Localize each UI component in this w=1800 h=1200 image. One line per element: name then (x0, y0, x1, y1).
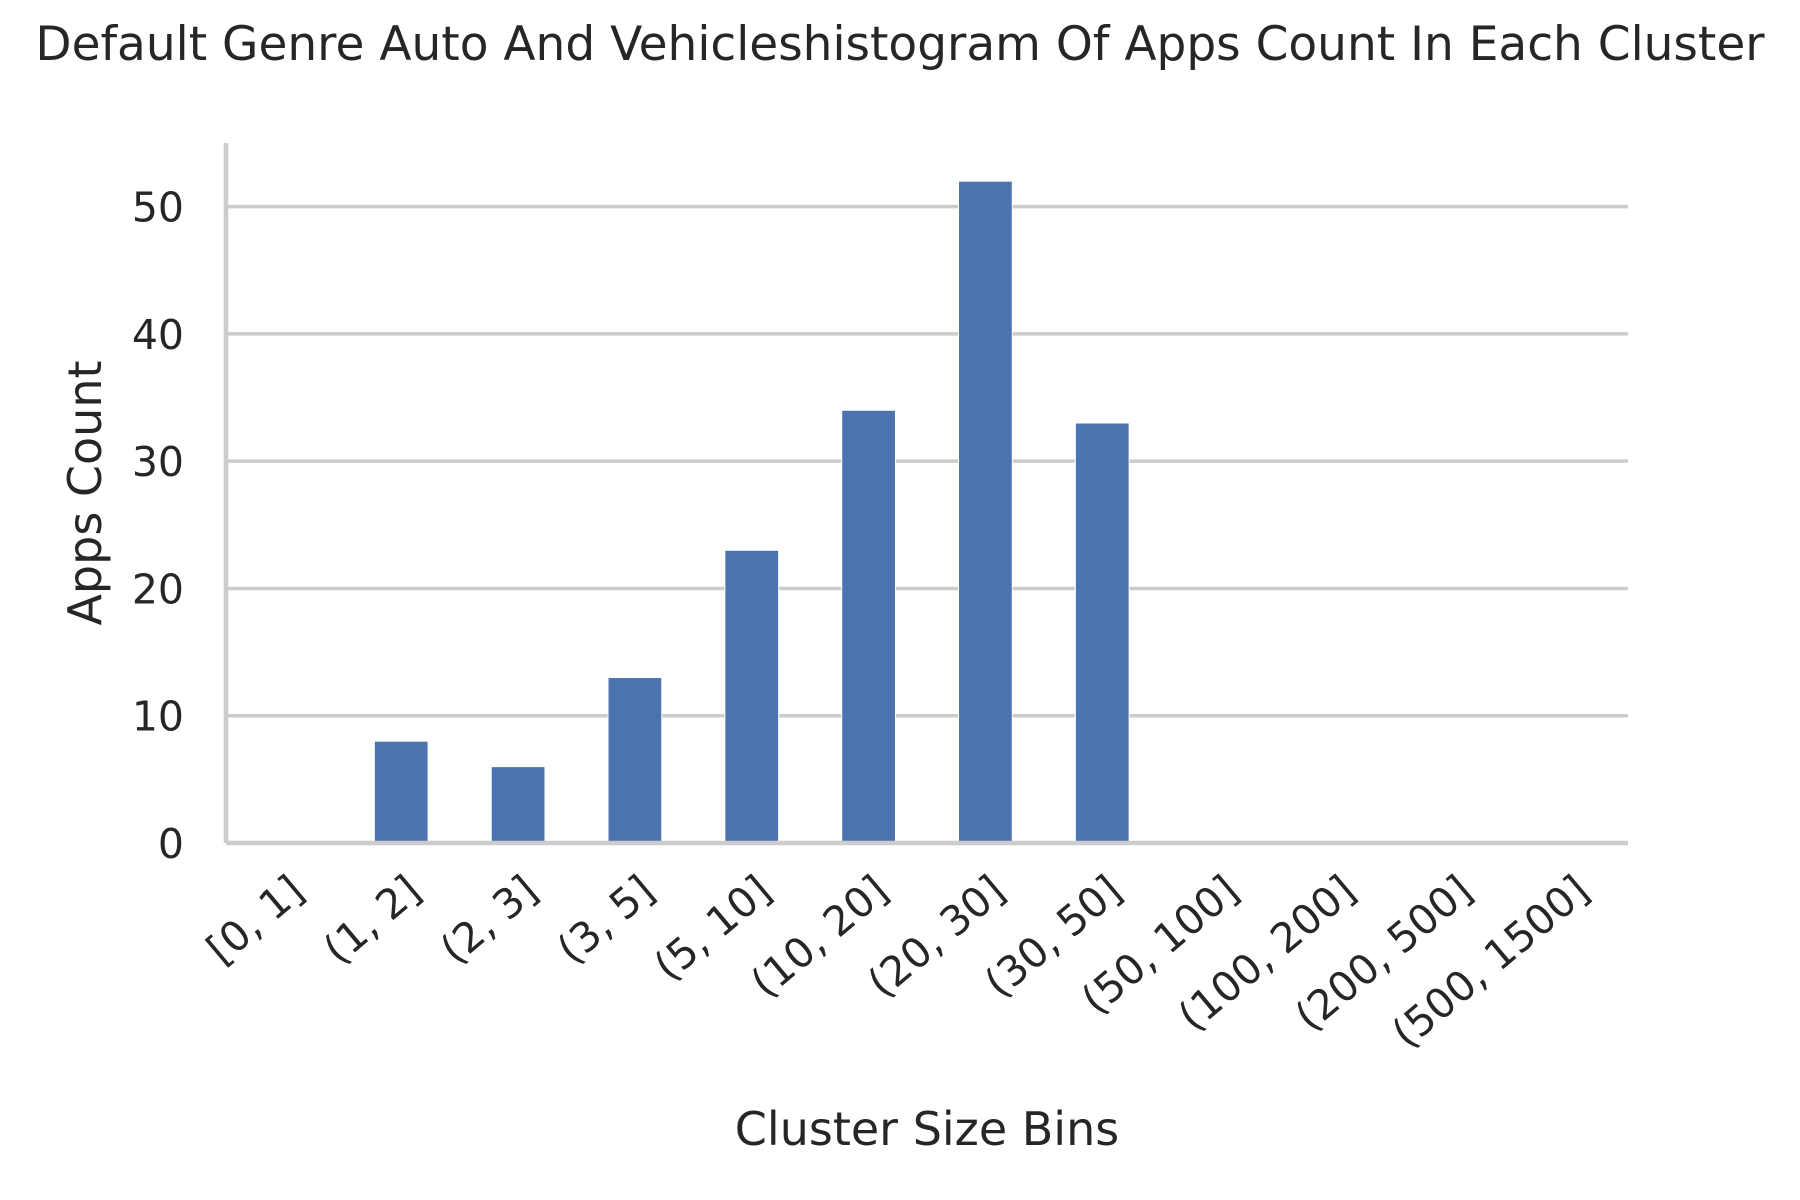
bar-4 (724, 549, 780, 844)
y-axis-title: Apps Count (58, 360, 112, 625)
y-tick-label-0: 0 (158, 820, 184, 868)
bar-6 (958, 180, 1013, 844)
y-tick-label-40: 40 (132, 311, 184, 359)
bar-1 (373, 740, 429, 844)
y-tick-labels: 0 10 20 30 40 50 (132, 184, 184, 868)
bar-7 (1074, 422, 1130, 844)
bar-2 (490, 766, 546, 844)
y-tick-label-10: 10 (132, 693, 184, 741)
x-tick-label-1: (1, 2] (314, 866, 429, 974)
bars (373, 180, 1130, 844)
chart-title: Default Genre Auto And Vehicleshistogram… (35, 17, 1765, 72)
bar-5 (841, 409, 896, 844)
x-tick-labels: [0, 1] (1, 2] (2, 3] (3, 5](5, 10](10, 20](… (198, 866, 1598, 1057)
y-tick-label-20: 20 (132, 565, 184, 613)
y-tick-label-30: 30 (132, 438, 184, 486)
x-axis-title: Cluster Size Bins (735, 1102, 1119, 1156)
y-tick-label-50: 50 (132, 184, 184, 232)
x-tick-label-3: (3, 5] (548, 866, 663, 974)
axes (223, 143, 1628, 846)
gridlines (226, 204, 1628, 718)
bar-3 (607, 677, 663, 844)
x-tick-label-0: [0, 1] (198, 866, 313, 974)
x-tick-label-2: (2, 3] (431, 866, 546, 974)
